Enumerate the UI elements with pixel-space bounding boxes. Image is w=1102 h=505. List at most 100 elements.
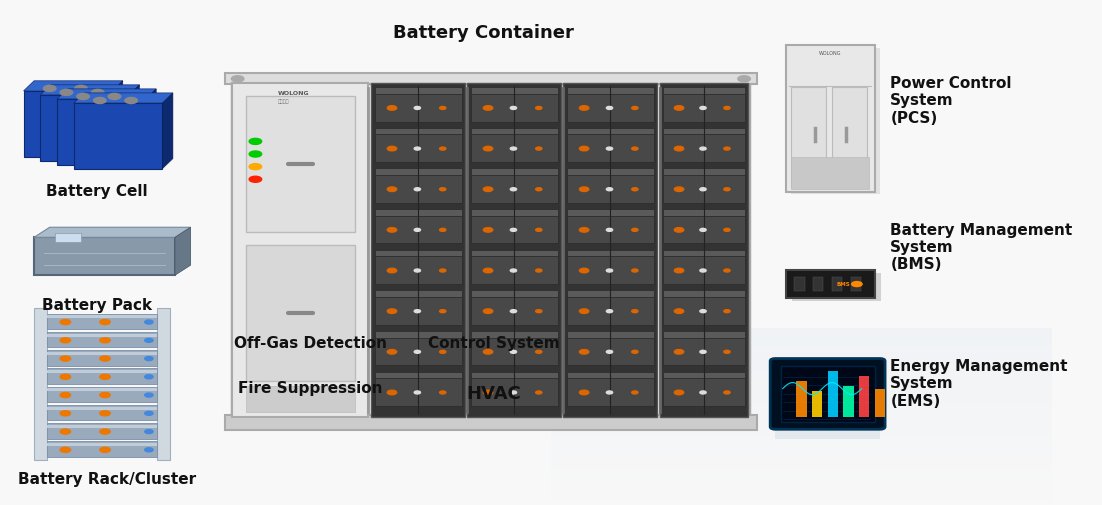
Circle shape bbox=[61, 89, 73, 95]
Bar bbox=[472, 175, 558, 203]
Bar bbox=[551, 381, 1052, 384]
Bar bbox=[568, 216, 653, 243]
Bar bbox=[812, 391, 822, 417]
Circle shape bbox=[414, 228, 421, 231]
Bar bbox=[551, 399, 1052, 402]
Bar bbox=[34, 237, 175, 275]
Circle shape bbox=[724, 147, 731, 150]
Circle shape bbox=[484, 390, 493, 395]
Bar bbox=[46, 333, 158, 336]
Circle shape bbox=[674, 349, 683, 354]
Circle shape bbox=[724, 310, 731, 313]
Circle shape bbox=[440, 269, 446, 272]
Circle shape bbox=[510, 350, 517, 354]
Bar bbox=[663, 128, 745, 134]
Bar bbox=[225, 73, 757, 84]
Circle shape bbox=[75, 85, 87, 91]
Circle shape bbox=[484, 268, 493, 273]
Circle shape bbox=[700, 269, 706, 272]
Bar bbox=[568, 87, 653, 93]
Circle shape bbox=[536, 228, 542, 231]
Circle shape bbox=[852, 282, 862, 287]
Bar bbox=[568, 331, 653, 337]
Polygon shape bbox=[112, 81, 122, 157]
Text: Battery Container: Battery Container bbox=[392, 24, 573, 42]
Polygon shape bbox=[145, 89, 156, 165]
Circle shape bbox=[125, 97, 138, 104]
Bar bbox=[551, 493, 1052, 496]
Circle shape bbox=[484, 146, 493, 151]
Circle shape bbox=[700, 147, 706, 150]
Bar bbox=[663, 337, 745, 366]
Bar bbox=[551, 352, 1052, 355]
Bar bbox=[568, 378, 653, 406]
Bar bbox=[472, 337, 558, 366]
Bar bbox=[46, 350, 158, 366]
Circle shape bbox=[536, 188, 542, 191]
Bar bbox=[551, 393, 1052, 396]
Circle shape bbox=[249, 176, 261, 182]
Bar bbox=[375, 134, 462, 162]
Bar bbox=[828, 371, 838, 417]
Bar bbox=[663, 169, 745, 175]
Circle shape bbox=[61, 447, 71, 452]
Bar bbox=[851, 277, 861, 291]
Bar bbox=[663, 175, 745, 203]
Circle shape bbox=[700, 228, 706, 231]
Circle shape bbox=[631, 188, 638, 191]
Bar bbox=[551, 367, 1052, 370]
Bar bbox=[568, 209, 653, 216]
Circle shape bbox=[249, 164, 261, 170]
Circle shape bbox=[94, 97, 106, 104]
Circle shape bbox=[249, 151, 261, 157]
Circle shape bbox=[414, 269, 421, 272]
Circle shape bbox=[484, 106, 493, 110]
Circle shape bbox=[387, 146, 397, 151]
Bar bbox=[832, 87, 867, 187]
Circle shape bbox=[61, 356, 71, 361]
Circle shape bbox=[387, 228, 397, 232]
Bar bbox=[225, 415, 757, 430]
Bar bbox=[568, 337, 653, 366]
Bar bbox=[551, 499, 1052, 502]
Bar bbox=[568, 93, 653, 122]
Bar bbox=[246, 245, 355, 381]
Bar bbox=[375, 93, 462, 122]
Bar bbox=[472, 87, 558, 93]
Bar bbox=[467, 83, 561, 417]
Circle shape bbox=[61, 411, 71, 416]
Text: WOLONG: WOLONG bbox=[819, 50, 842, 56]
Circle shape bbox=[631, 107, 638, 110]
Circle shape bbox=[387, 390, 397, 395]
Bar bbox=[551, 423, 1052, 425]
Bar bbox=[375, 169, 462, 175]
Bar bbox=[551, 361, 1052, 364]
Circle shape bbox=[414, 350, 421, 354]
Bar bbox=[551, 449, 1052, 452]
Circle shape bbox=[606, 391, 613, 394]
Circle shape bbox=[738, 76, 750, 82]
Text: 沃龙储能: 沃龙储能 bbox=[278, 98, 289, 104]
Circle shape bbox=[440, 188, 446, 191]
Bar bbox=[663, 93, 745, 122]
Text: Off-Gas Detection: Off-Gas Detection bbox=[235, 336, 387, 351]
Bar bbox=[832, 277, 842, 291]
Text: Battery Management
System
(BMS): Battery Management System (BMS) bbox=[890, 223, 1072, 272]
Circle shape bbox=[387, 106, 397, 110]
Polygon shape bbox=[41, 85, 140, 95]
Bar bbox=[551, 425, 1052, 428]
Bar bbox=[551, 346, 1052, 349]
Bar bbox=[375, 372, 462, 378]
Circle shape bbox=[606, 269, 613, 272]
Bar bbox=[551, 331, 1052, 334]
Text: Power Control
System
(PCS): Power Control System (PCS) bbox=[890, 76, 1012, 126]
Bar bbox=[551, 487, 1052, 490]
Circle shape bbox=[580, 228, 588, 232]
Circle shape bbox=[606, 350, 613, 354]
Circle shape bbox=[510, 188, 517, 191]
Bar bbox=[551, 428, 1052, 431]
Circle shape bbox=[631, 269, 638, 272]
Circle shape bbox=[414, 147, 421, 150]
Bar bbox=[472, 256, 558, 284]
Polygon shape bbox=[175, 227, 191, 275]
